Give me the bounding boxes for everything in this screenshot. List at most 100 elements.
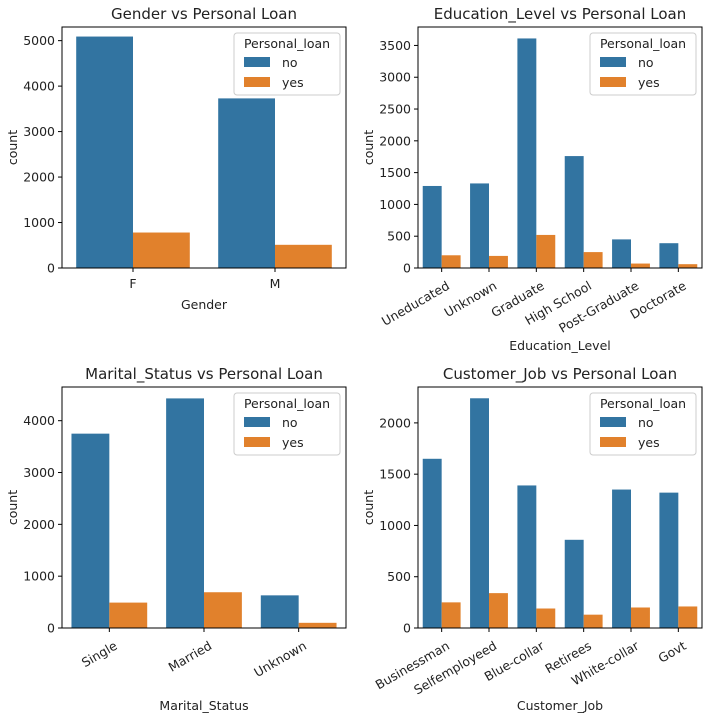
bar-no-unknown <box>470 183 489 268</box>
y-tick-label: 1500 <box>379 165 411 180</box>
legend-swatch-no <box>244 417 270 427</box>
y-tick-label: 1000 <box>23 215 55 230</box>
bar-no-selfemployeed <box>470 398 489 628</box>
y-tick-label: 1500 <box>379 467 411 482</box>
bar-no-uneducated <box>422 185 442 268</box>
legend-title: Personal_loan <box>600 36 686 51</box>
y-tick-label: 500 <box>387 569 411 584</box>
bar-yes-govt <box>678 606 698 628</box>
y-axis-label: count <box>361 490 376 525</box>
bar-no-graduate <box>517 38 537 269</box>
x-tick-label: Married <box>166 638 215 675</box>
legend-title: Personal_loan <box>244 36 330 51</box>
bar-no-high-school <box>564 156 584 268</box>
y-tick-label: 2000 <box>23 170 55 185</box>
legend-label-yes: yes <box>282 435 304 450</box>
x-axis-label: Gender <box>181 297 228 312</box>
chart-panel: 0 1000 2000 3000 4000 5000 F M Gender vs Persona… <box>5 5 347 312</box>
bar-no-doctorate <box>659 243 679 268</box>
legend-label-no: no <box>638 55 654 70</box>
y-tick-label: 3500 <box>379 38 411 53</box>
bar-no-single <box>71 433 110 628</box>
legend-swatch-no <box>600 57 626 67</box>
bar-no-govt <box>659 492 679 628</box>
bar-yes-single <box>109 602 148 628</box>
bar-yes-married <box>204 592 242 628</box>
bar-no-m <box>218 98 275 268</box>
bar-yes-graduate <box>536 234 556 268</box>
bar-yes-post-graduate <box>631 263 650 268</box>
y-tick-label: 4000 <box>23 79 55 94</box>
chart-panel: 0 500 1000 1500 2000 2500 3000 3500 UneducatedUn… <box>361 5 703 353</box>
chart-panel: 0500100015002000BusinessmanSelfemployeed… <box>361 365 703 713</box>
chart-title: Marital_Status vs Personal Loan <box>85 365 323 384</box>
axes-frame <box>417 386 703 629</box>
x-tick-label: Unknown <box>251 638 309 680</box>
y-tick-label: 2000 <box>379 133 411 148</box>
legend-swatch-no <box>244 57 270 67</box>
y-tick-label: 3000 <box>379 70 411 85</box>
y-tick-label: 4000 <box>23 413 55 428</box>
y-tick-label: 0 <box>403 621 411 636</box>
x-tick-label: Uneducated <box>379 278 452 329</box>
bar-yes-unknown <box>298 622 337 628</box>
bar-yes-uneducated <box>441 255 461 268</box>
legend-title: Personal_loan <box>244 396 330 411</box>
legend-label-no: no <box>282 415 298 430</box>
bar-yes-retirees <box>583 614 603 628</box>
bar-no-businessman <box>422 458 442 628</box>
chart-panel: 0 1000 2000 3000 4000 Single Married Unknown Mar… <box>5 365 347 713</box>
legend-swatch-yes <box>244 437 270 447</box>
legend-label-no: no <box>282 55 298 70</box>
legend-swatch-yes <box>600 77 626 87</box>
bar-no-white-collar <box>612 489 631 628</box>
legend-label-yes: yes <box>638 75 660 90</box>
y-axis-label: count <box>5 490 20 525</box>
y-tick-label: 3000 <box>23 124 55 139</box>
y-tick-label: 5000 <box>23 33 55 48</box>
x-axis-label: Customer_Job <box>517 698 603 713</box>
y-tick-label: 2000 <box>379 415 411 430</box>
chart-title: Gender vs Personal Loan <box>111 5 297 23</box>
y-tick-label: 0 <box>47 621 55 636</box>
bar-no-married <box>166 398 204 628</box>
legend-label-no: no <box>638 415 654 430</box>
bar-no-retirees <box>564 539 584 628</box>
bar-yes-high-school <box>583 252 603 268</box>
legend-title: Personal_loan <box>600 396 686 411</box>
x-tick-label: F <box>129 276 136 291</box>
legend-swatch-yes <box>600 437 626 447</box>
axes-frame <box>61 26 347 269</box>
y-tick-label: 1000 <box>379 197 411 212</box>
x-tick-label: Post-Graduate <box>556 278 641 336</box>
legend-swatch-yes <box>244 77 270 87</box>
y-tick-label: 0 <box>47 261 55 276</box>
bar-yes-white-collar <box>631 607 650 628</box>
chart-title: Education_Level vs Personal Loan <box>434 5 687 24</box>
legend-label-yes: yes <box>282 75 304 90</box>
x-tick-label: Govt <box>655 638 688 666</box>
y-tick-label: 500 <box>387 229 411 244</box>
x-axis-label: Marital_Status <box>159 698 248 713</box>
y-axis-label: count <box>361 130 376 165</box>
bar-no-blue-collar <box>517 485 537 628</box>
y-tick-label: 3000 <box>23 465 55 480</box>
y-tick-label: 2000 <box>23 517 55 532</box>
axes-frame <box>417 26 703 269</box>
y-tick-label: 0 <box>403 261 411 276</box>
bar-yes-m <box>275 244 332 268</box>
x-tick-label: Unknown <box>442 278 500 320</box>
x-axis-label: Education_Level <box>509 338 610 353</box>
y-tick-label: 1000 <box>379 518 411 533</box>
bar-yes-businessman <box>441 602 461 628</box>
bar-yes-f <box>133 232 190 268</box>
bar-yes-doctorate <box>678 264 698 268</box>
legend-swatch-no <box>600 417 626 427</box>
bar-yes-selfemployeed <box>489 593 508 628</box>
legend-label-yes: yes <box>638 435 660 450</box>
